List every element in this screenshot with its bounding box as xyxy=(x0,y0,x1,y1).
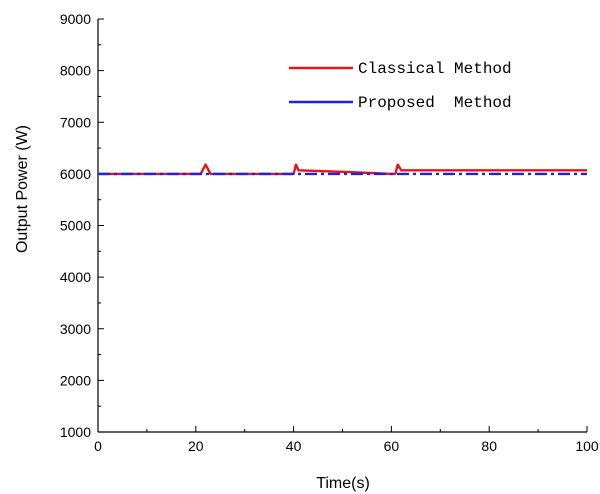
y-tick-label: 6000 xyxy=(60,166,91,182)
y-tick-label: 7000 xyxy=(60,114,91,130)
x-axis-title: Time(s) xyxy=(316,475,370,492)
x-tick-label: 40 xyxy=(286,438,302,454)
series-lines xyxy=(98,163,587,176)
legend-label: Classical Method xyxy=(358,60,512,78)
x-tick-label: 80 xyxy=(481,438,497,454)
x-tick-label: 20 xyxy=(188,438,204,454)
y-tick-label: 9000 xyxy=(60,11,91,27)
y-tick-label: 4000 xyxy=(60,269,91,285)
y-tick-label: 8000 xyxy=(60,63,91,79)
axes: 0 20 40 60 80 100 1000 2000 3000 4000 5000 6000 7000… xyxy=(60,11,599,454)
y-tick-label: 1000 xyxy=(60,424,91,440)
y-tick-label: 2000 xyxy=(60,372,91,388)
x-tick-label: 60 xyxy=(384,438,400,454)
y-tick-label: 3000 xyxy=(60,321,91,337)
legend: Classical Method Proposed Method xyxy=(289,60,512,112)
y-tick-label: 5000 xyxy=(60,218,91,234)
x-tick-label: 0 xyxy=(94,438,102,454)
y-axis-title: Output Power (W) xyxy=(14,125,31,253)
series-line-1 xyxy=(98,163,587,176)
legend-label: Proposed Method xyxy=(358,94,512,112)
x-tick-label: 100 xyxy=(575,438,599,454)
